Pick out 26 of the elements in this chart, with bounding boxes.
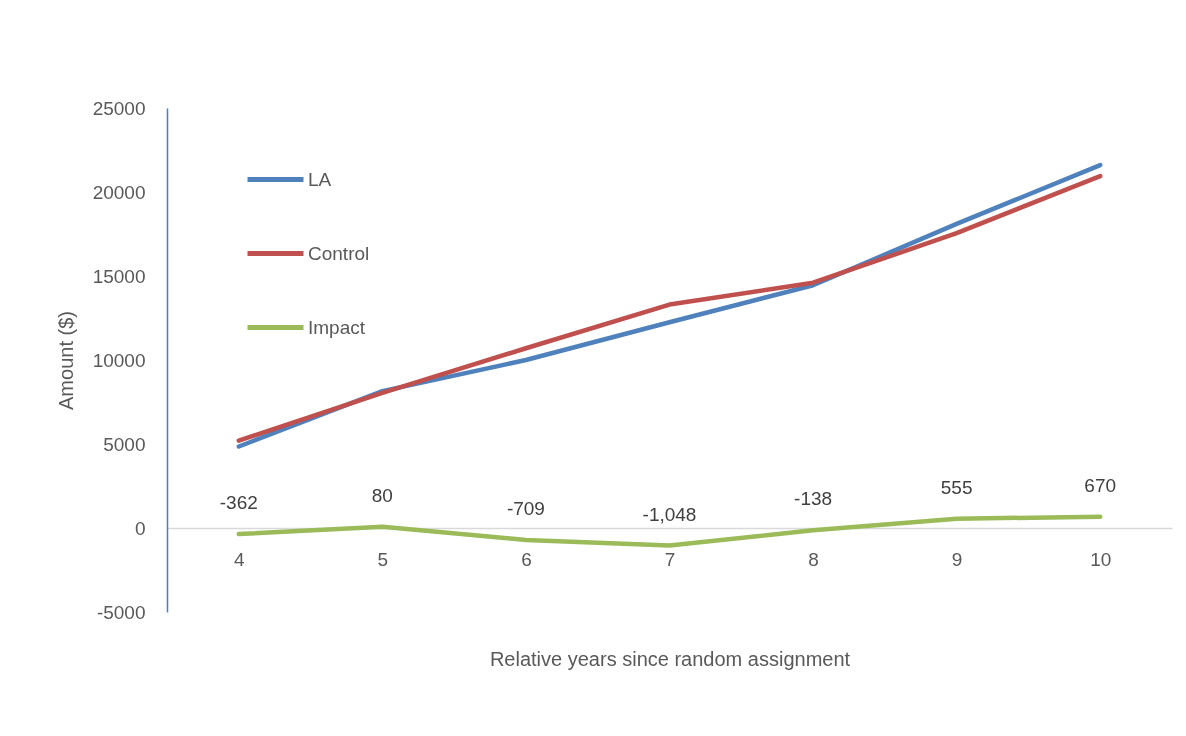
data-label: 670 [1084, 474, 1117, 496]
x-tick-label: 4 [234, 548, 245, 570]
x-tick-label: 9 [951, 548, 963, 570]
x-tick-label: 10 [1090, 548, 1112, 570]
y-tick-label: 20000 [92, 181, 146, 203]
data-label: -138 [794, 488, 833, 510]
data-label: 555 [940, 476, 973, 498]
data-label: -362 [219, 492, 258, 514]
y-tick-label: 0 [134, 517, 146, 539]
data-label: -709 [506, 497, 545, 519]
data-label: 80 [371, 484, 393, 506]
x-axis-title: Relative years since random assignment [489, 647, 851, 670]
y-tick-label: 10000 [92, 349, 146, 371]
y-tick-label: 25000 [92, 97, 146, 119]
legend-label: Control [308, 242, 370, 264]
data-label: -1,048 [642, 503, 697, 525]
x-tick-label: 6 [521, 548, 532, 570]
x-tick-label: 7 [664, 548, 676, 570]
y-tick-label: 5000 [103, 433, 146, 455]
x-tick-label: 8 [808, 548, 819, 570]
y-tick-label: -5000 [96, 601, 146, 623]
x-tick-label: 5 [377, 548, 389, 570]
y-tick-label: 15000 [92, 265, 146, 287]
y-axis-title: Amount ($) [54, 311, 77, 410]
legend-label: Impact [308, 316, 366, 338]
legend-label: LA [308, 168, 332, 190]
